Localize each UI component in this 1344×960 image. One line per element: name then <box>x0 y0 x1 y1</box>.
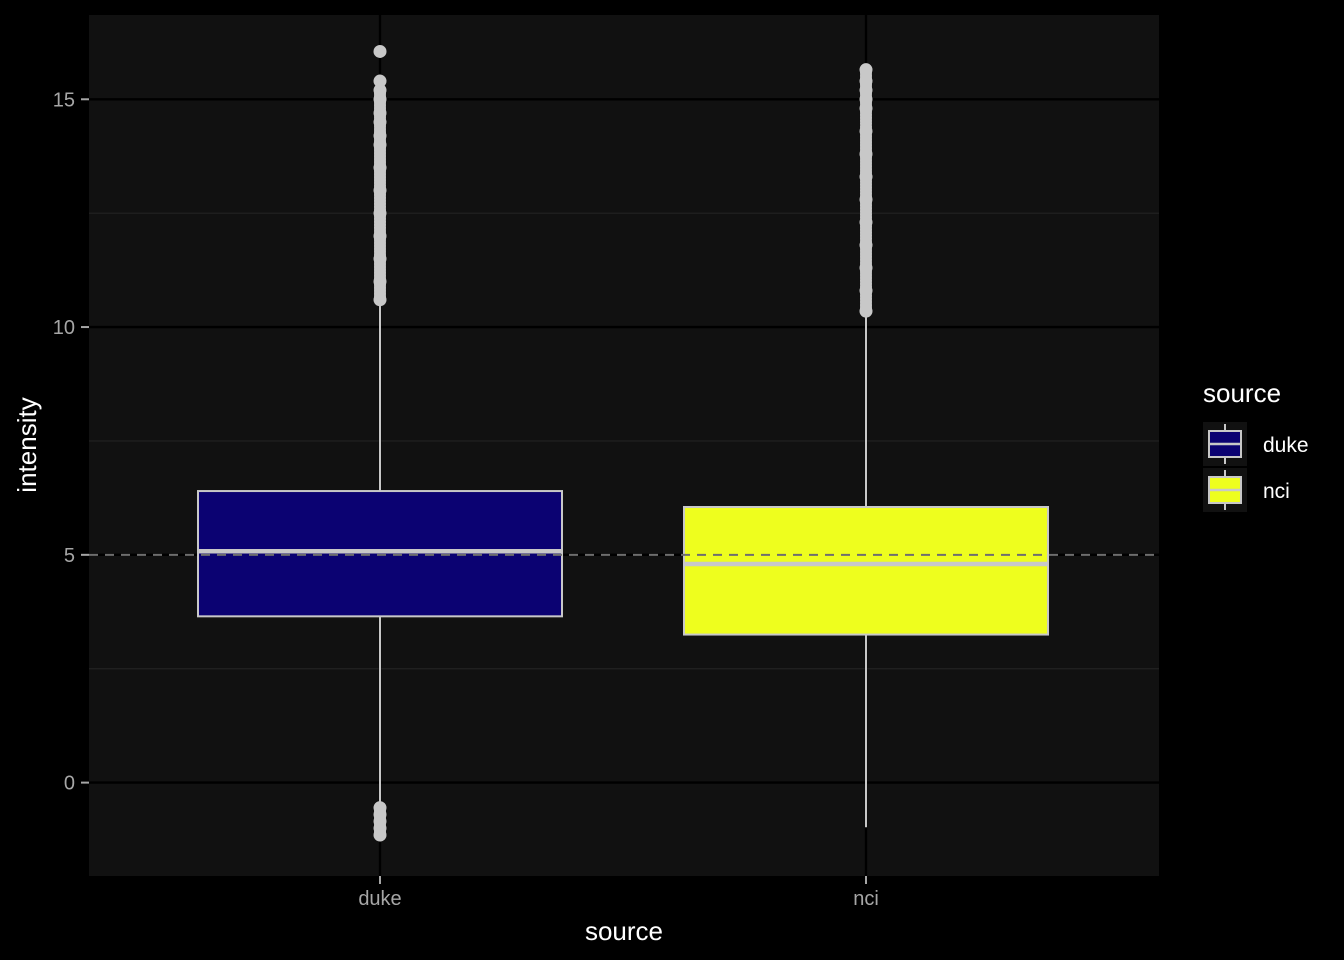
outlier-point-nci <box>859 261 873 275</box>
box-rect-duke <box>197 490 563 618</box>
boxes-layer <box>197 44 1049 842</box>
outlier-point-duke <box>373 252 387 266</box>
outlier-point-nci <box>859 193 873 206</box>
outlier-point-nci <box>859 215 873 229</box>
outlier-point-duke <box>373 275 387 288</box>
outlier-point-duke <box>373 229 387 243</box>
legend-label-nci: nci <box>1263 480 1290 503</box>
outlier-point-nci <box>859 63 873 77</box>
outlier-point-nci <box>859 147 873 161</box>
box-duke <box>197 44 563 842</box>
outlier-point-duke <box>373 106 387 120</box>
outlier-point-duke <box>373 129 387 143</box>
outlier-point-nci <box>859 92 873 106</box>
outlier-point-duke <box>373 183 387 197</box>
outlier-point-duke <box>373 74 387 88</box>
outlier-point-nci <box>859 170 873 184</box>
legend-title: source <box>1203 378 1281 408</box>
outlier-point-duke <box>373 138 387 152</box>
legend-item-duke: duke <box>1203 422 1309 466</box>
x-axis: duke nci <box>358 876 879 910</box>
outlier-point-duke <box>373 44 387 58</box>
outlier-point-nci <box>859 284 873 298</box>
y-axis: 0 5 10 15 <box>53 89 89 795</box>
outlier-point-nci <box>859 101 873 115</box>
y-tick-label: 15 <box>53 89 75 111</box>
outlier-point-duke <box>373 161 387 175</box>
outlier-point-duke <box>373 828 387 842</box>
legend-label-duke: duke <box>1263 434 1309 457</box>
outlier-point-nci <box>859 238 873 252</box>
outlier-point-duke <box>373 206 387 220</box>
y-axis-title: intensity <box>12 397 42 492</box>
outlier-point-duke <box>373 293 387 307</box>
x-tick-label: nci <box>853 888 879 910</box>
outlier-point-nci <box>859 124 873 138</box>
outlier-point-duke <box>373 115 387 129</box>
box-rect-nci <box>683 506 1049 636</box>
x-axis-title: source <box>585 916 663 946</box>
plot-panel <box>89 15 1159 876</box>
outlier-point-nci <box>859 74 873 88</box>
legend: source duke nci <box>1203 378 1309 512</box>
y-tick-label: 0 <box>64 773 75 795</box>
outlier-point-nci <box>859 83 873 97</box>
y-tick-label: 5 <box>64 545 75 567</box>
outlier-point-duke <box>373 92 387 106</box>
outlier-point-nci <box>859 304 873 318</box>
outlier-point-duke <box>373 83 387 97</box>
box-nci <box>683 63 1049 828</box>
legend-item-nci: nci <box>1203 468 1290 512</box>
x-tick-label: duke <box>358 888 401 910</box>
y-tick-label: 10 <box>53 317 75 339</box>
